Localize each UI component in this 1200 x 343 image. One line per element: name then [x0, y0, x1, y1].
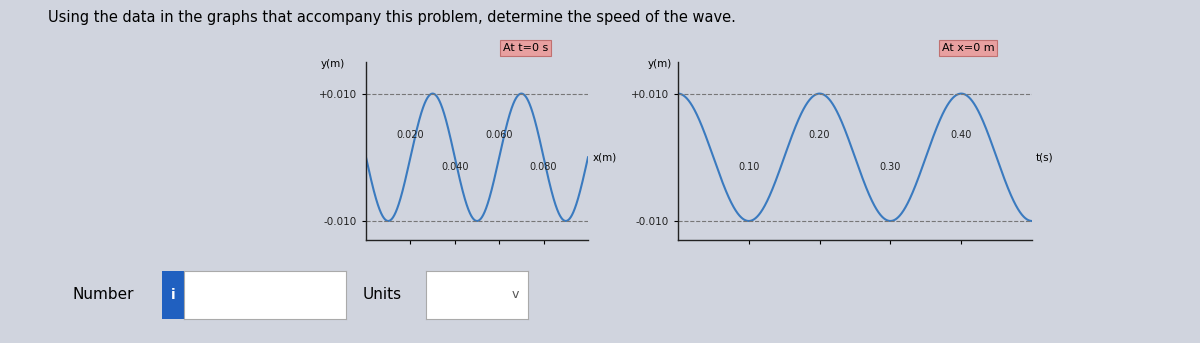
Text: y(m): y(m) [320, 59, 344, 69]
Text: x(m): x(m) [593, 152, 617, 162]
Text: At t=0 s: At t=0 s [503, 43, 548, 53]
Text: i: i [170, 288, 175, 302]
Text: 0.060: 0.060 [486, 130, 512, 140]
Text: 0.40: 0.40 [950, 130, 972, 140]
Text: v: v [512, 288, 520, 301]
Text: 0.020: 0.020 [396, 130, 425, 140]
Text: 0.080: 0.080 [530, 162, 557, 172]
Text: 0.040: 0.040 [442, 162, 468, 172]
Text: Units: Units [362, 287, 402, 303]
Text: Number: Number [72, 287, 133, 303]
Text: At x=0 m: At x=0 m [942, 43, 995, 53]
Text: t(s): t(s) [1036, 152, 1054, 162]
Text: 0.20: 0.20 [809, 130, 830, 140]
Text: 0.10: 0.10 [738, 162, 760, 172]
Text: Using the data in the graphs that accompany this problem, determine the speed of: Using the data in the graphs that accomp… [48, 10, 736, 25]
Text: 0.30: 0.30 [880, 162, 901, 172]
Text: y(m): y(m) [648, 59, 672, 69]
